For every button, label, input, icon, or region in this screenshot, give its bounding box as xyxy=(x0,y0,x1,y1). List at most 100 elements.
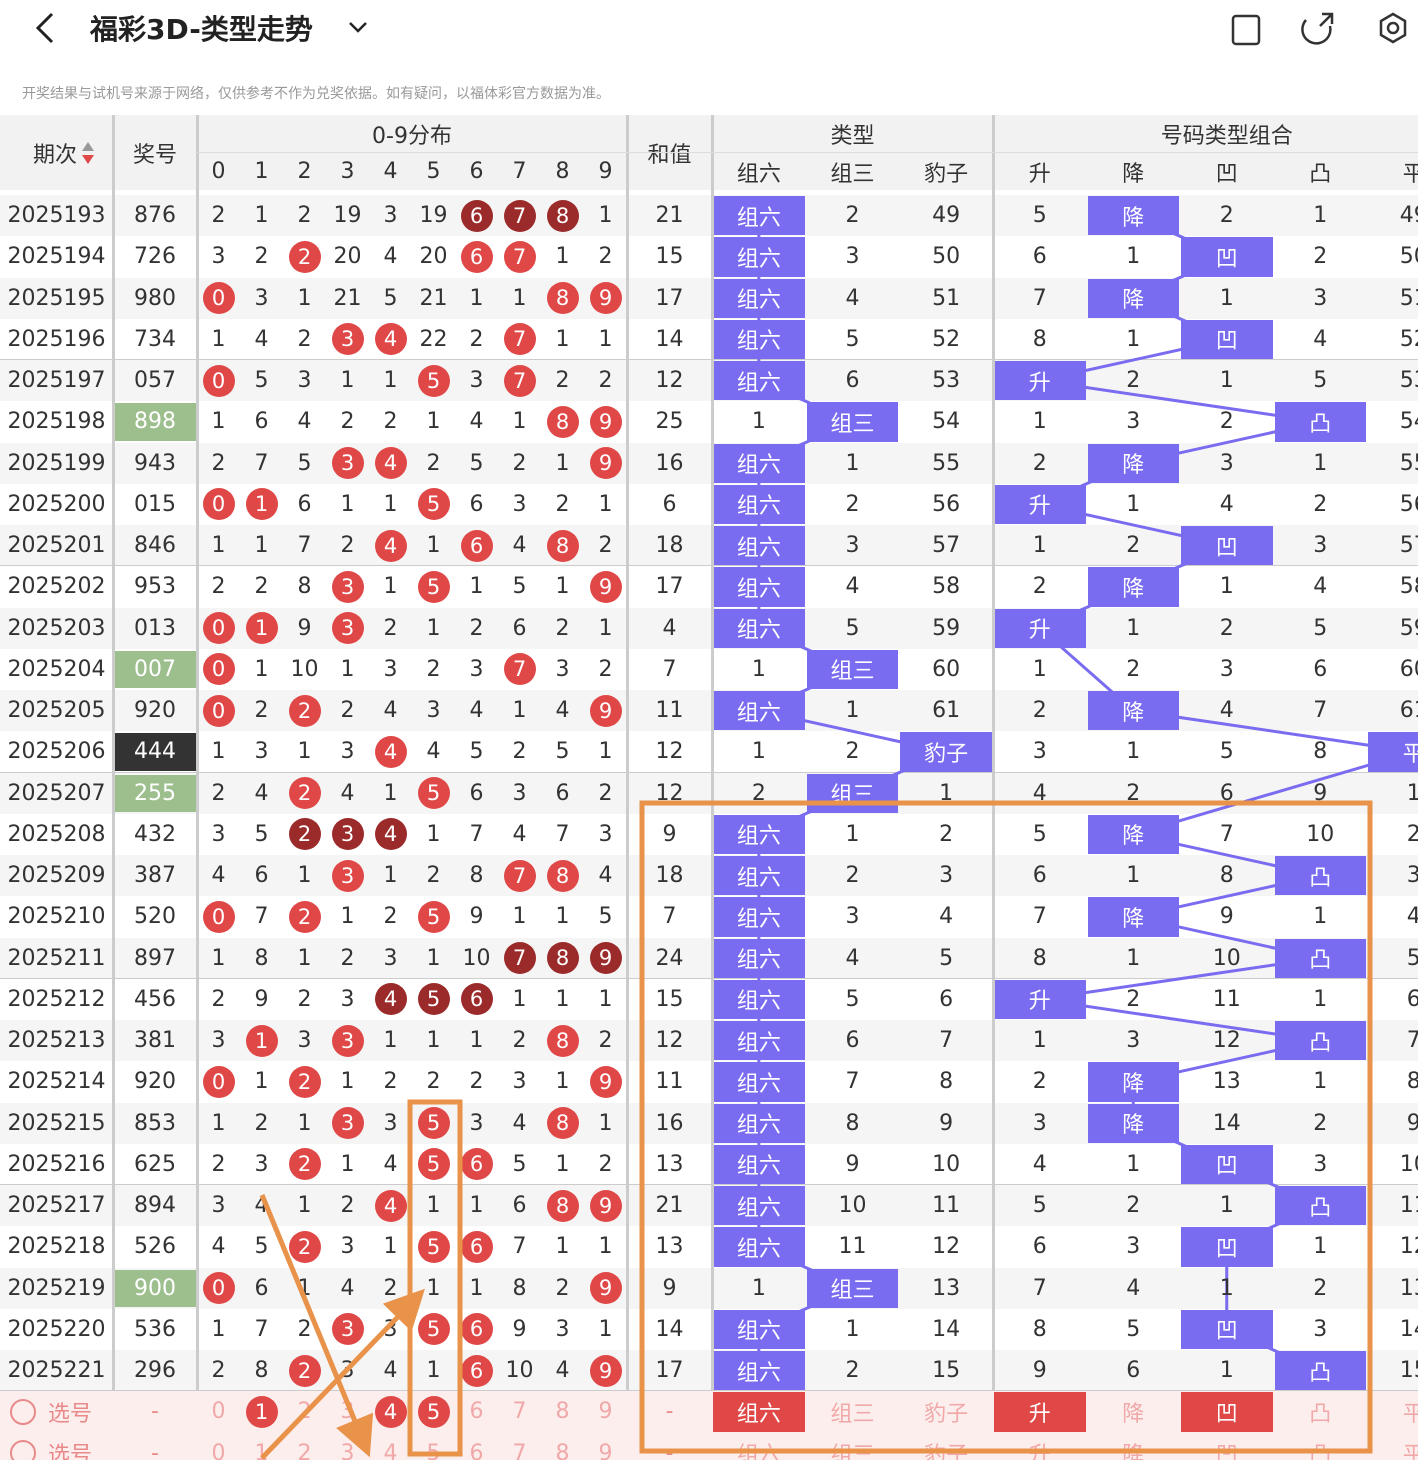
picker-digit[interactable]: 8 xyxy=(555,1440,570,1460)
combo-miss: 9 xyxy=(1406,1110,1418,1136)
ball: 0 xyxy=(202,1065,235,1098)
radio[interactable] xyxy=(10,1440,36,1460)
dist-hit: 2 xyxy=(283,1350,326,1391)
picker-sum: - xyxy=(665,1440,674,1460)
combo-miss: 2 xyxy=(1406,821,1418,847)
dist-miss: 2 xyxy=(598,1151,613,1177)
ball: 6 xyxy=(460,199,493,232)
period: 2025197 xyxy=(7,368,106,394)
dist-miss: 1 xyxy=(211,1110,226,1136)
ball: 6 xyxy=(460,1230,493,1263)
picker-digit[interactable]: 5 xyxy=(426,1440,441,1460)
picker-digit[interactable]: 4 xyxy=(383,1440,398,1460)
period: 2025208 xyxy=(7,821,106,847)
dist-miss: 1 xyxy=(211,945,226,971)
dist-miss: 1 xyxy=(426,821,441,847)
picker-combo[interactable]: 凹 xyxy=(1181,1392,1273,1432)
ball: 4 xyxy=(374,983,407,1016)
picker-digit[interactable]: 6 xyxy=(469,1399,484,1425)
back-button[interactable] xyxy=(35,12,54,44)
picker-digit[interactable]: 2 xyxy=(297,1399,312,1425)
combo-miss: 8 xyxy=(1219,863,1234,889)
picker-digit[interactable]: 9 xyxy=(598,1440,613,1460)
dist-hit: 8 xyxy=(541,525,584,566)
picker-digit[interactable]: 1 xyxy=(254,1440,269,1460)
share-icon[interactable] xyxy=(1301,12,1334,45)
type-miss: 11 xyxy=(932,1193,961,1219)
picker-combo[interactable]: 凸 xyxy=(1309,1401,1332,1427)
dist-miss: 3 xyxy=(555,656,570,682)
picker-digit[interactable]: 8 xyxy=(555,1399,570,1425)
ball: 6 xyxy=(460,1313,493,1346)
award-number: 734 xyxy=(134,326,176,352)
picker-type[interactable]: 组三 xyxy=(830,1401,875,1427)
picker-type[interactable]: 组六 xyxy=(713,1392,805,1432)
dist-miss: 6 xyxy=(555,780,570,806)
dist-hit: 6 xyxy=(455,1226,498,1267)
dist-hit: 9 xyxy=(584,443,627,484)
picker-combo[interactable]: 升 xyxy=(1028,1443,1051,1460)
dist-miss: 3 xyxy=(211,821,226,847)
picker-combo[interactable]: 凹 xyxy=(1215,1443,1238,1460)
picker-type[interactable]: 豹子 xyxy=(924,1401,969,1427)
dist-miss: 2 xyxy=(297,203,312,229)
dist-miss: 1 xyxy=(426,409,441,435)
picker-type[interactable]: 豹子 xyxy=(924,1443,969,1460)
dist-miss: 4 xyxy=(340,1275,355,1301)
ball: 3 xyxy=(331,447,364,480)
table-header: 期次 奖号 0-9分布 0 1 2 3 4 5 6 7 8 9 和值 类型 组六 组三 豹子 号码类型组合升 降 凹 凸 平 xyxy=(0,115,1418,190)
picker-combo[interactable]: 升 xyxy=(994,1392,1086,1432)
picker-type[interactable]: 组六 xyxy=(736,1443,781,1460)
award-number: 726 xyxy=(134,244,176,270)
picker-digit[interactable]: 3 xyxy=(340,1440,355,1460)
dist-hit: 5 xyxy=(412,773,455,814)
dist-miss: 6 xyxy=(254,1275,269,1301)
dist-miss: 2 xyxy=(383,904,398,930)
award-number: 894 xyxy=(134,1193,176,1219)
picker-combo[interactable]: 凸 xyxy=(1309,1443,1332,1460)
picker-digit-selected[interactable]: 4 xyxy=(369,1391,412,1432)
combo-miss: 2 xyxy=(1126,656,1141,682)
dropdown-button[interactable] xyxy=(349,22,367,33)
picker-digit[interactable]: 2 xyxy=(297,1440,312,1460)
type-miss: 61 xyxy=(932,698,961,724)
picker-digit-selected[interactable]: 1 xyxy=(240,1391,283,1432)
picker-combo[interactable]: 降 xyxy=(1122,1443,1145,1460)
picker-combo[interactable]: 平 xyxy=(1402,1401,1418,1427)
sum: 18 xyxy=(655,863,684,889)
dist-miss: 2 xyxy=(297,326,312,352)
picker-digit[interactable]: 6 xyxy=(469,1440,484,1460)
dist-miss: 4 xyxy=(512,533,527,559)
sort-icon[interactable] xyxy=(81,141,95,165)
picker-digit[interactable]: 7 xyxy=(512,1399,527,1425)
type-miss: 8 xyxy=(939,1069,954,1095)
ball: 0 xyxy=(202,488,235,521)
combo-hit: 凹 xyxy=(1181,237,1273,277)
dist-miss: 4 xyxy=(555,1358,570,1384)
radio[interactable] xyxy=(10,1398,36,1425)
picker-digit[interactable]: 9 xyxy=(598,1399,613,1425)
dist-hit: 7 xyxy=(498,360,541,401)
dist-miss: 20 xyxy=(333,244,362,270)
picker-digit[interactable]: 0 xyxy=(211,1440,226,1460)
picker-digit-selected[interactable]: 5 xyxy=(412,1391,455,1432)
combo-miss: 2 xyxy=(1126,1193,1141,1219)
dist-miss: 2 xyxy=(426,863,441,889)
settings-icon[interactable] xyxy=(1379,12,1407,44)
type-hit: 组六 xyxy=(713,814,805,854)
column-divider xyxy=(112,115,115,190)
picker-type[interactable]: 组三 xyxy=(830,1443,875,1460)
picker-digit[interactable]: 0 xyxy=(211,1399,226,1425)
picker-digit[interactable]: 7 xyxy=(512,1440,527,1460)
dist-miss: 3 xyxy=(340,1358,355,1384)
layout-icon[interactable] xyxy=(1231,14,1261,46)
picker-combo[interactable]: 降 xyxy=(1122,1401,1145,1427)
picker-combo[interactable]: 平 xyxy=(1402,1443,1418,1460)
picker-digit[interactable]: 3 xyxy=(340,1399,355,1425)
dist-miss: 5 xyxy=(469,739,484,765)
dist-hit: 0 xyxy=(197,690,240,731)
type-miss: 9 xyxy=(939,1110,954,1136)
dist-miss: 8 xyxy=(254,945,269,971)
combo-miss: 57 xyxy=(1399,533,1418,559)
dist-miss: 3 xyxy=(598,821,613,847)
